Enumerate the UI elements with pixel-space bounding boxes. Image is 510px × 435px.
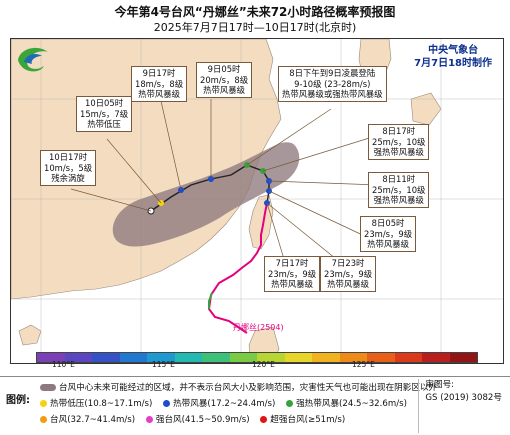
callout-line: 7日17时	[275, 258, 309, 268]
review-number-block: 审图号: GS (2019) 3082号	[418, 379, 502, 433]
legend-cone-row: 台风中心未来可能经过的区域，并不表示台风大小及影响范围，灾害性天气也可能出现在阴…	[40, 381, 437, 393]
callout-line: 热带低压	[87, 119, 121, 129]
ts-dot-icon	[163, 400, 171, 407]
callout-line: 10日17时	[49, 152, 88, 162]
lon-label: 125°E	[352, 360, 375, 369]
color-bar	[36, 352, 478, 363]
callout-line: 8日17时	[382, 126, 416, 136]
callout-line: 23m/s，9级	[324, 268, 373, 279]
legend-row-1: 热带低压(10.8~17.1m/s) 热带风暴(17.2~24.4m/s) 强热…	[40, 397, 415, 409]
callout-7d17: 7日17时 23m/s，9级 热带风暴级	[264, 256, 321, 292]
legend-label: 台风(32.7~41.4m/s)	[50, 415, 136, 425]
callout-line: 8日05时	[371, 218, 405, 228]
callout-line: 20m/s，8级	[200, 74, 249, 85]
sts-dot-icon	[286, 400, 294, 407]
legend: 图例: 台风中心未来可能经过的区域，并不表示台风大小及影响范围，灾害性天气也可能…	[0, 376, 510, 435]
callout-line: 热带风暴级	[271, 279, 313, 289]
legend-cone-text: 台风中心未来可能经过的区域，并不表示台风大小及影响范围，灾害性天气也可能出现在阴…	[59, 383, 438, 393]
review-label: 审图号:	[425, 380, 455, 390]
map-title: 今年第4号台风“丹娜丝”未来72小时路径概率预报图	[114, 5, 396, 19]
sty-dot-icon	[145, 416, 153, 423]
cone-swatch-icon	[40, 384, 56, 391]
callout-8d17: 8日17时 25m/s，10级 强热带风暴级	[368, 124, 430, 160]
legend-item: 强台风(41.5~50.9m/s)	[145, 413, 250, 425]
legend-label: 热带低压(10.8~17.1m/s)	[50, 399, 153, 409]
legend-item: 强热带风暴(24.5~32.6m/s)	[286, 397, 407, 409]
legend-label: 热带风暴(17.2~24.4m/s)	[173, 399, 276, 409]
callout-landfall: 8日下午到9日凌晨登陆 9-10级 (23-28m/s) 热带风暴级或强热带风暴…	[278, 66, 387, 102]
typhoon-name-label: 丹娜丝(2504)	[233, 323, 284, 332]
callout-line: 9日05时	[207, 64, 241, 74]
callout-line: 8日11时	[382, 174, 416, 184]
probability-cone	[112, 142, 300, 247]
superty-dot-icon	[260, 416, 268, 423]
agency-block: 中央气象台 7月7日18时制作	[414, 44, 492, 70]
legend-item: 热带风暴(17.2~24.4m/s)	[163, 397, 275, 409]
callout-line: 9-10级 (23-28m/s)	[294, 78, 371, 89]
callout-10d05: 10日05时 15m/s，7级 热带低压	[76, 96, 133, 132]
legend-item: 热带低压(10.8~17.1m/s)	[40, 397, 152, 409]
callout-line: 18m/s，8级	[135, 78, 184, 89]
legend-title: 图例:	[6, 395, 30, 406]
lon-label: 120°E	[252, 360, 275, 369]
callout-9d05: 9日05时 20m/s，8级 热带风暴级	[196, 62, 253, 98]
legend-label: 超强台风(≥51m/s)	[270, 415, 346, 425]
callout-line: 23m/s，9级	[364, 228, 413, 239]
callout-8d05: 8日05时 23m/s，9级 热带风暴级	[360, 216, 417, 252]
legend-row-2: 台风(32.7~41.4m/s) 强台风(41.5~50.9m/s) 超强台风(…	[40, 413, 353, 425]
past-track	[207, 202, 268, 334]
callout-line: 残余涡旋	[51, 173, 85, 183]
td-dot-icon	[40, 400, 47, 407]
legend-label: 强台风(41.5~50.9m/s)	[155, 415, 250, 425]
review-number: GS (2019) 3082号	[425, 393, 502, 403]
past-track-strong	[208, 292, 213, 309]
legend-label: 强热带风暴(24.5~32.6m/s)	[296, 399, 407, 409]
callout-line: 10m/s，5级	[44, 162, 93, 173]
callout-line: 热带风暴级	[203, 85, 245, 95]
callout-line: 热带风暴级或强热带风暴级	[282, 89, 383, 99]
callout-line: 热带风暴级	[367, 239, 409, 249]
callout-7d23: 7日23时 23m/s，9级 热带风暴级	[320, 256, 377, 292]
japan-land	[410, 92, 442, 126]
callout-line: 强热带风暴级	[373, 195, 424, 205]
cma-logo-icon	[18, 47, 48, 72]
callout-9d17: 9日17时 18m/s，8级 热带风暴级	[131, 66, 188, 102]
hainan-island	[18, 324, 42, 346]
callout-line: 25m/s，10级	[372, 184, 426, 195]
lon-label: 110°E	[52, 360, 75, 369]
callout-8d11: 8日11时 25m/s，10级 强热带风暴级	[368, 172, 430, 208]
callout-line: 热带风暴级	[138, 89, 180, 99]
legend-item: 台风(32.7~41.4m/s)	[40, 413, 135, 425]
callout-line: 23m/s，9级	[268, 268, 317, 279]
callout-10d17: 10日17时 10m/s，5级 残余涡旋	[40, 150, 97, 186]
callout-line: 9日17时	[142, 68, 176, 78]
legend-item: 超强台风(≥51m/s)	[260, 413, 345, 425]
callout-line: 7日23时	[331, 258, 365, 268]
taiwan-island	[248, 194, 274, 250]
callout-line: 强热带风暴级	[373, 147, 424, 157]
callout-line: 15m/s，7级	[80, 108, 129, 119]
ty-dot-icon	[40, 416, 47, 423]
callout-line: 8日下午到9日凌晨登陆	[289, 68, 376, 78]
callout-line: 25m/s，10级	[372, 136, 426, 147]
agency-name: 中央气象台	[428, 45, 479, 56]
map-area	[10, 38, 504, 364]
callout-line: 热带风暴级	[327, 279, 369, 289]
callout-line: 10日05时	[85, 98, 124, 108]
lon-label: 115°E	[152, 360, 175, 369]
map-subtitle: 2025年7月7日17时—10日17时(北京时)	[153, 21, 357, 34]
agency-made-time: 7月7日18时制作	[414, 58, 492, 69]
